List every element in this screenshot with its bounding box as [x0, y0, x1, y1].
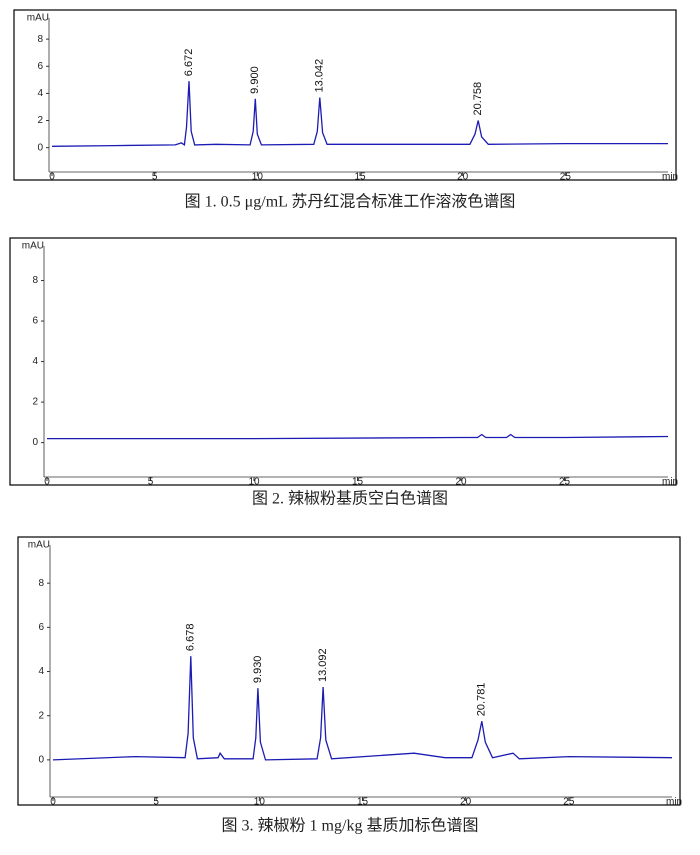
caption: 图 1. 0.5 μg/mL 苏丹红混合标准工作溶液色谱图 [185, 193, 516, 211]
plot-frame [9, 237, 677, 486]
x-tick-label: 0 [44, 477, 50, 488]
y-tick-label: 8 [32, 275, 38, 286]
x-tick-label: 10 [252, 172, 264, 183]
x-tick-label: 10 [248, 477, 260, 488]
trace [51, 81, 668, 147]
peak-label: 9.930 [252, 656, 264, 684]
x-tick-label: 5 [153, 797, 159, 808]
x-tick-label: 25 [563, 797, 575, 808]
trace [47, 433, 669, 440]
x-tick-label: 15 [354, 172, 366, 183]
y-axis-label: mAU [28, 540, 50, 551]
x-tick-label: 25 [560, 172, 572, 183]
x-tick-label: 10 [254, 797, 266, 808]
x-tick-label: 20 [455, 477, 467, 488]
caption: 图 3. 辣椒粉 1 mg/kg 基质加标色谱图 [222, 817, 479, 835]
peak-label: 6.678 [185, 624, 197, 652]
peak-label: 6.672 [183, 49, 195, 77]
y-tick-label: 6 [37, 61, 43, 72]
x-axis-label: min [666, 797, 682, 808]
x-tick-label: 15 [352, 477, 364, 488]
x-tick-label: 20 [457, 172, 469, 183]
peak-label: 20.781 [476, 683, 488, 717]
trace [52, 656, 673, 761]
y-tick-label: 4 [38, 666, 44, 677]
peak-label: 13.092 [317, 648, 329, 682]
plot-frame [17, 536, 681, 806]
y-axis-label: mAU [22, 241, 44, 252]
x-tick-label: 5 [152, 172, 158, 183]
x-axis-label: min [662, 477, 678, 488]
y-tick-label: 4 [37, 88, 43, 99]
y-tick-label: 0 [38, 755, 44, 766]
peak-label: 13.042 [314, 59, 326, 93]
caption: 图 2. 辣椒粉基质空白色谱图 [252, 490, 448, 508]
y-tick-label: 8 [38, 578, 44, 589]
x-tick-label: 15 [357, 797, 369, 808]
y-tick-label: 8 [37, 34, 43, 45]
y-tick-label: 4 [32, 356, 38, 367]
x-tick-label: 25 [559, 477, 571, 488]
y-axis-label: mAU [27, 13, 49, 24]
peak-label: 20.758 [472, 82, 484, 116]
y-tick-label: 0 [32, 437, 38, 448]
plot-frame [13, 9, 677, 181]
x-tick-label: 5 [148, 477, 154, 488]
y-tick-label: 2 [38, 710, 44, 721]
y-tick-label: 2 [32, 397, 38, 408]
y-tick-label: 0 [37, 142, 43, 153]
y-tick-label: 6 [32, 316, 38, 327]
peak-label: 9.900 [249, 66, 261, 94]
x-tick-label: 0 [50, 797, 56, 808]
y-tick-label: 2 [37, 115, 43, 126]
y-tick-label: 6 [38, 622, 44, 633]
x-tick-label: 20 [460, 797, 472, 808]
x-axis-label: min [662, 172, 678, 183]
x-tick-label: 0 [49, 172, 55, 183]
